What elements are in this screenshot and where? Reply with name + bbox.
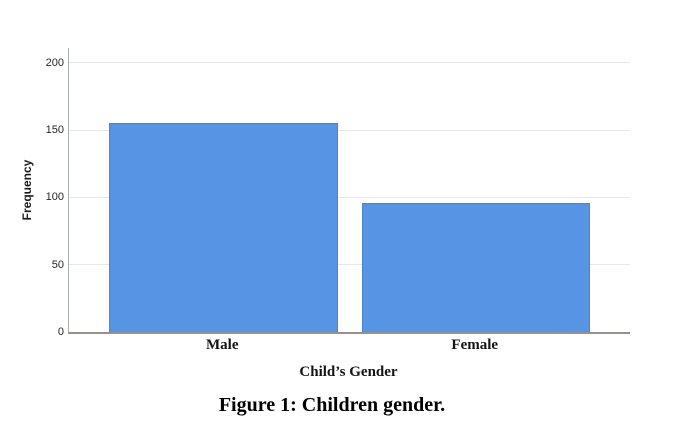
gridline-200 <box>69 62 630 64</box>
gridline-100 <box>69 196 630 198</box>
x-tick-label-female: Female <box>451 337 499 353</box>
y-tick-label-150: 150 <box>45 124 64 137</box>
y-axis-title: Frequency <box>20 159 34 221</box>
y-tick-label-0: 0 <box>57 326 64 338</box>
gridline-50 <box>69 264 630 266</box>
y-tick-label-200: 200 <box>45 56 64 69</box>
plot-area: 0 50 100 150 200 <box>46 48 630 338</box>
y-tick-label-100: 100 <box>45 191 64 204</box>
x-tick-label-male: Male <box>206 337 239 353</box>
bar-male <box>109 123 338 332</box>
figure-caption: Figure 1: Children gender. <box>218 394 446 416</box>
x-axis-title: Child’s Gender <box>299 364 398 380</box>
bar-female <box>361 202 590 332</box>
gridline-150 <box>69 129 630 131</box>
y-tick-label-50: 50 <box>51 258 64 271</box>
